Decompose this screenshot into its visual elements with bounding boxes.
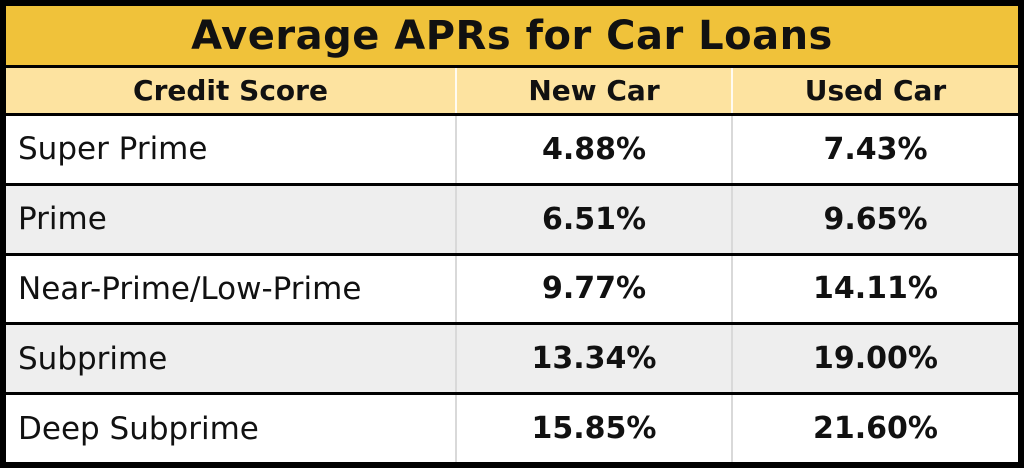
used-car-value: 14.11% <box>731 255 1018 323</box>
header-new-car: New Car <box>455 68 731 113</box>
table-header-row: Credit Score New Car Used Car <box>6 68 1018 116</box>
table-title-bar: Average APRs for Car Loans <box>6 6 1018 68</box>
credit-score-cell: Near-Prime/Low-Prime <box>18 270 362 307</box>
new-car-value: 9.77% <box>455 255 731 323</box>
credit-score-cell: Deep Subprime <box>18 410 259 447</box>
new-car-value: 6.51% <box>455 185 731 253</box>
header-used-car: Used Car <box>731 68 1018 113</box>
used-car-value: 19.00% <box>731 325 1018 393</box>
table-row-super-prime: Super Prime 4.88% 7.43% <box>6 116 1018 183</box>
table-row-subprime: Subprime 13.34% 19.00% <box>6 322 1018 393</box>
credit-score-cell: Super Prime <box>18 131 208 168</box>
table-row-deep-subprime: Deep Subprime 15.85% 21.60% <box>6 392 1018 462</box>
new-car-value: 4.88% <box>455 116 731 183</box>
used-car-value: 21.60% <box>731 395 1018 462</box>
used-car-value: 9.65% <box>731 185 1018 253</box>
new-car-value: 15.85% <box>455 395 731 462</box>
table-body: Super Prime 4.88% 7.43% Prime 6.51% 9.65… <box>6 116 1018 462</box>
table-row-near-prime: Near-Prime/Low-Prime 9.77% 14.11% <box>6 252 1018 323</box>
new-car-value: 13.34% <box>455 325 731 393</box>
header-credit-score: Credit Score <box>133 74 328 107</box>
table-title: Average APRs for Car Loans <box>191 12 833 59</box>
credit-score-cell: Subprime <box>18 340 168 377</box>
used-car-value: 7.43% <box>731 116 1018 183</box>
credit-score-cell: Prime <box>18 201 107 238</box>
table-row-prime: Prime 6.51% 9.65% <box>6 182 1018 253</box>
